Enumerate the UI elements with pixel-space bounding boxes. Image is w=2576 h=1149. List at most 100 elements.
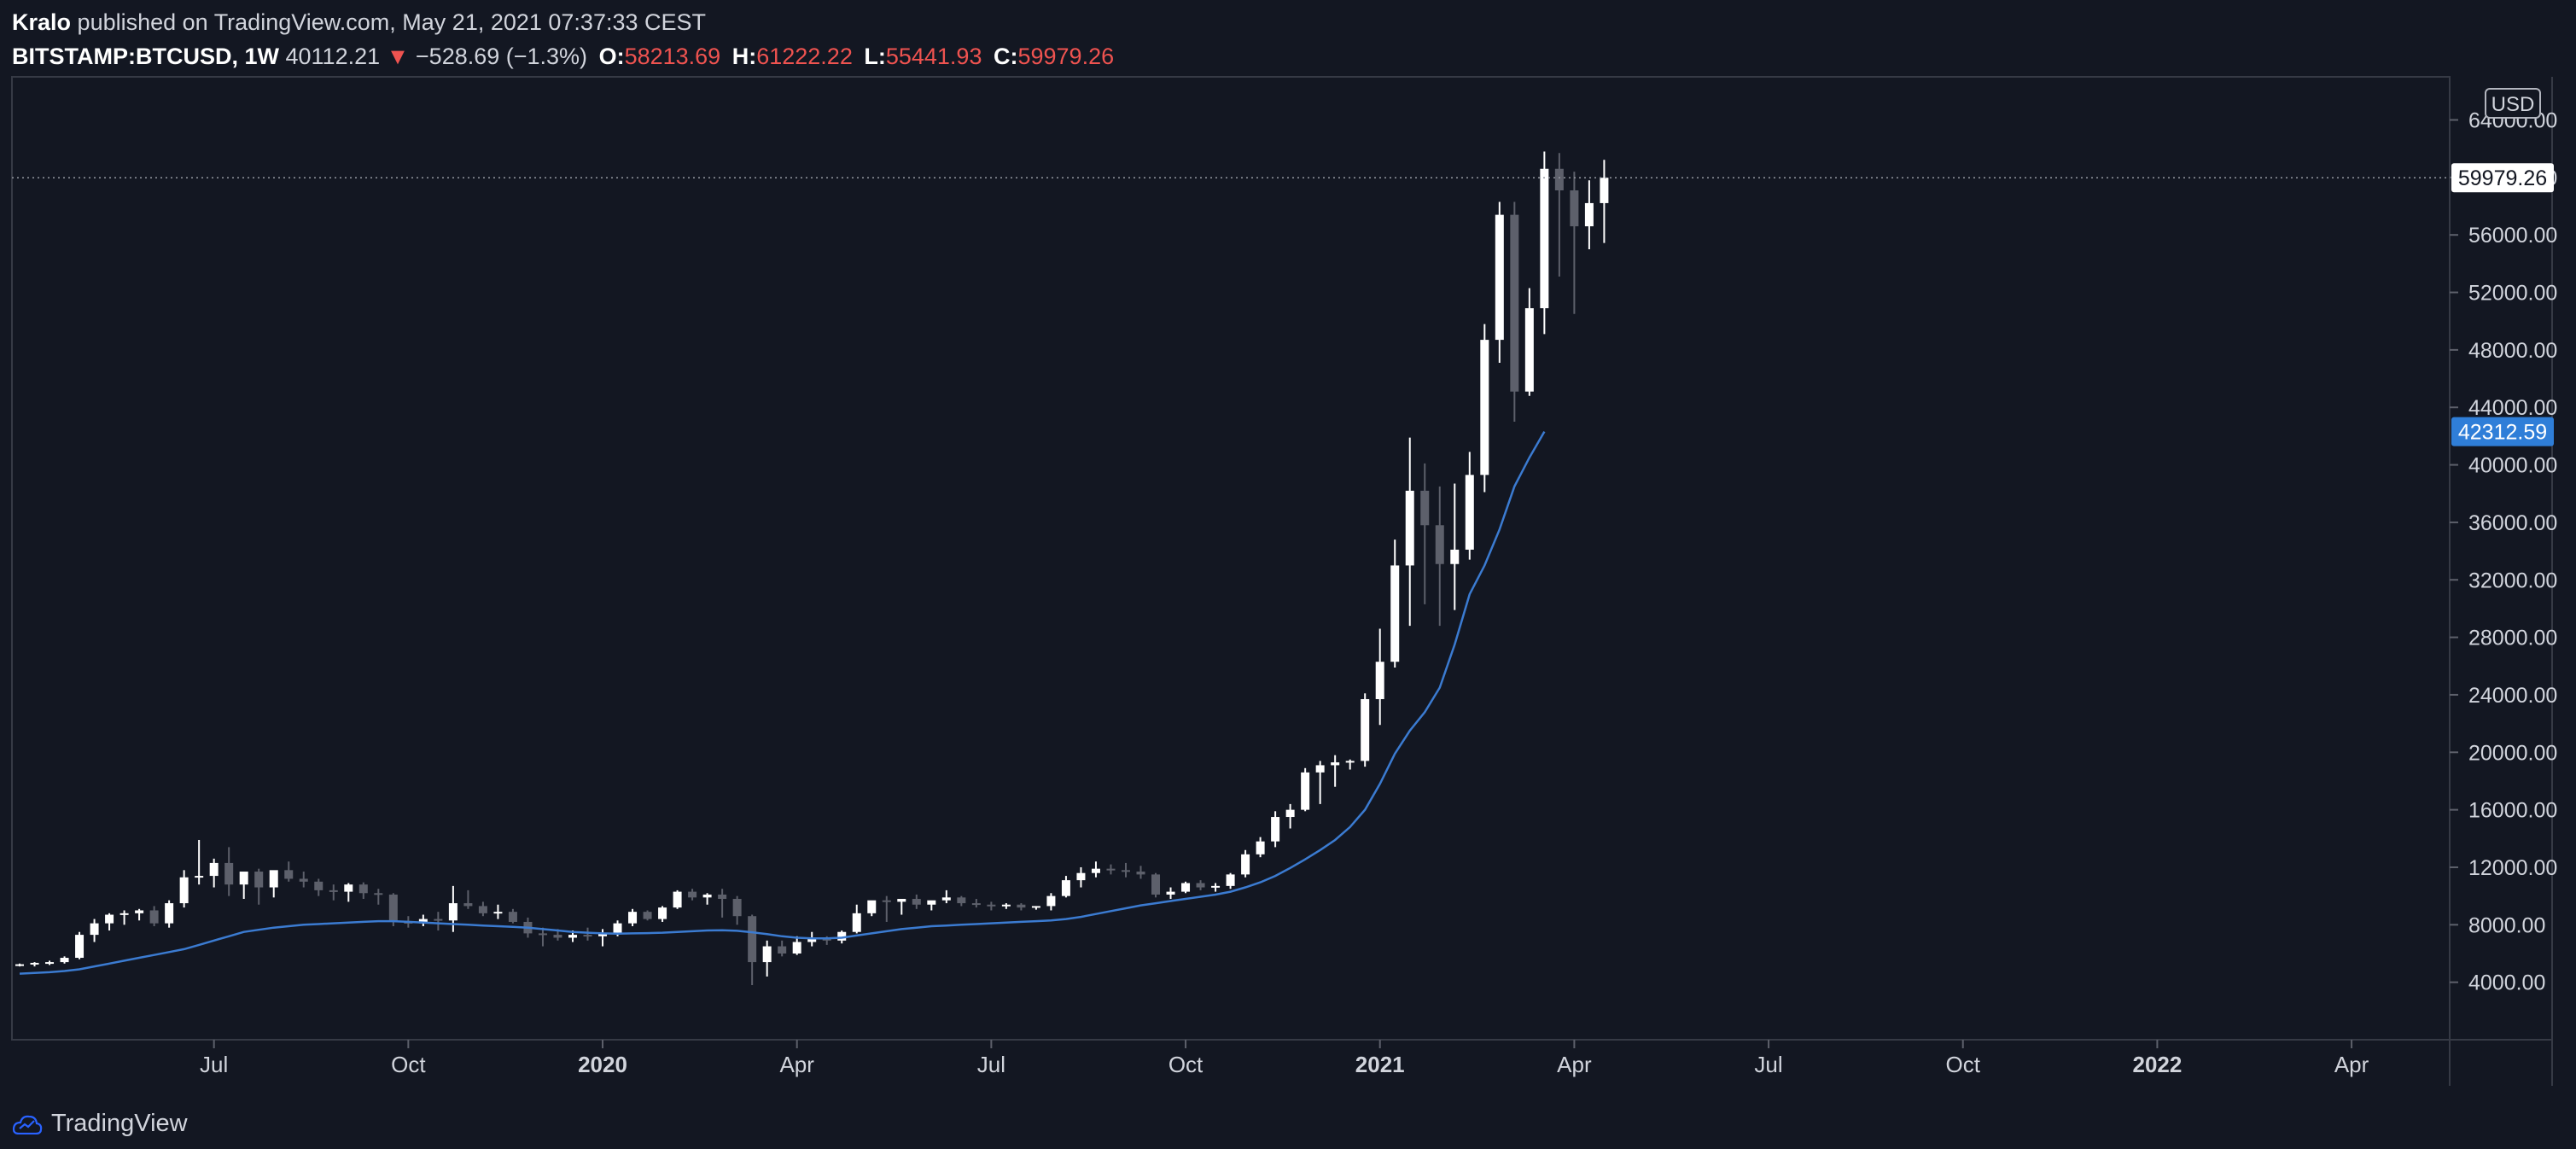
x-tick-label: 2022 [2132, 1052, 2182, 1077]
candle-body [60, 958, 69, 963]
candle [732, 895, 742, 925]
candle [941, 889, 951, 904]
candle [778, 940, 787, 957]
symbol-name[interactable]: BITSTAMP:BTCUSD [12, 44, 232, 69]
candle [971, 899, 981, 908]
candle [718, 889, 727, 918]
candle-body [1420, 490, 1430, 526]
x-tick-label: Apr [2334, 1052, 2369, 1077]
candle-body [748, 916, 757, 963]
footer: TradingView [12, 1106, 188, 1140]
candle [284, 861, 294, 882]
y-tick-label: 36000.00 [2468, 511, 2557, 535]
x-tick-label: Jul [977, 1052, 1005, 1077]
candle-body [105, 914, 114, 924]
candle-body [1226, 874, 1235, 886]
candle [1151, 872, 1161, 898]
candle-body [568, 935, 577, 938]
candle-body [45, 962, 55, 965]
candle-body [688, 891, 697, 898]
candle [314, 878, 323, 896]
current-price-badge [2451, 163, 2554, 193]
candle-body [1091, 868, 1100, 873]
y-tick-label: 8000.00 [2468, 913, 2545, 937]
candle [1524, 288, 1534, 396]
candle-body [90, 923, 99, 936]
candle-body [1136, 872, 1145, 875]
candle-body [254, 872, 264, 888]
y-tick-label: 32000.00 [2468, 569, 2557, 592]
candle-body [1345, 761, 1355, 763]
candle [1390, 540, 1400, 668]
candle [643, 910, 652, 921]
author-name[interactable]: Kralo [12, 9, 72, 35]
x-tick-label: Oct [391, 1052, 426, 1077]
candle-body [239, 872, 248, 885]
candle-body [374, 893, 383, 895]
candle [209, 858, 219, 888]
ma-value-label: 42312.59 [2458, 421, 2547, 445]
candle-body [30, 962, 39, 965]
chart-area[interactable]: 4000.00 8000.00 12000.00 16000.00 20000.00 24… [0, 0, 2576, 1105]
candle-body [1017, 904, 1026, 908]
candle-body [1001, 904, 1011, 907]
candle-body [882, 900, 891, 902]
y-tick-label: 20000.00 [2468, 741, 2557, 765]
price-axis[interactable]: 4000.00 8000.00 12000.00 16000.00 20000.00 24… [2450, 88, 2557, 995]
x-tick-label: Jul [200, 1052, 228, 1077]
candle-body [732, 899, 742, 917]
candle-body [75, 935, 85, 959]
candle [702, 893, 712, 905]
candle-body [149, 910, 159, 924]
candle-body [1151, 874, 1161, 895]
candle [1211, 883, 1221, 892]
candle-body [209, 862, 219, 877]
candle [1540, 151, 1549, 335]
tradingview-logo-icon[interactable] [12, 1112, 43, 1134]
candle-body [1181, 883, 1191, 892]
low-label: L: [864, 44, 886, 69]
candle [792, 936, 801, 955]
candle [1510, 201, 1519, 423]
candle-body [1315, 765, 1325, 773]
candle-body [1465, 475, 1474, 550]
time-axis[interactable]: Jul Oct 2020 Apr Jul Oct 2021 Apr Jul Oct 2022 Apr [200, 1040, 2369, 1077]
close-value: 59979.26 [1017, 44, 1115, 69]
candle [1420, 463, 1430, 604]
candle-body [658, 907, 667, 919]
candle [105, 913, 114, 931]
candle [239, 872, 248, 900]
candlestick-chart[interactable]: 4000.00 8000.00 12000.00 16000.00 20000.00 24… [0, 0, 2576, 1101]
candle [149, 906, 159, 926]
candle-body [852, 913, 861, 932]
candle [254, 868, 264, 905]
candle [1106, 864, 1116, 875]
candle-body [837, 931, 847, 941]
x-tick-label: Oct [1946, 1052, 1981, 1077]
candle-body [1076, 872, 1086, 881]
candle [1301, 767, 1310, 812]
candle-body [553, 935, 562, 938]
candle-body [1375, 662, 1384, 699]
candle [927, 900, 936, 911]
y-tick-label: 44000.00 [2468, 396, 2557, 420]
candle [329, 884, 338, 901]
candle [1061, 876, 1070, 898]
candle-body [807, 937, 817, 942]
y-tick-label: 40000.00 [2468, 454, 2557, 478]
tradingview-brand[interactable]: TradingView [51, 1109, 188, 1137]
candle [1121, 862, 1130, 878]
interval-label[interactable]: 1W [244, 44, 280, 69]
candle [658, 906, 667, 922]
candle-body [673, 891, 682, 908]
candle [583, 927, 592, 941]
candle-body [1510, 214, 1519, 392]
candle-body [957, 897, 966, 904]
candle [30, 962, 39, 967]
candle [508, 908, 517, 924]
candle [434, 912, 443, 931]
candle-body [1331, 762, 1340, 766]
candle [179, 870, 189, 908]
candle [748, 914, 757, 986]
candle [463, 889, 473, 909]
